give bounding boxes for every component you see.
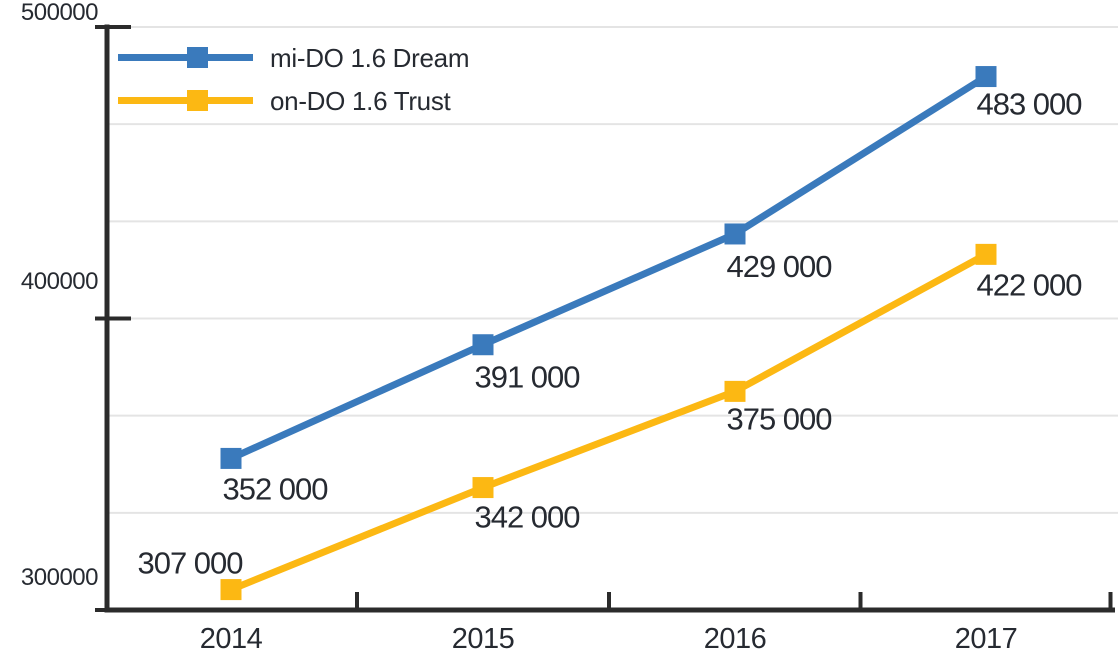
legend-item-on-do: on-DO 1.6 Trust: [118, 79, 469, 122]
legend-square-marker-icon: [187, 47, 208, 68]
x-axis-label: 2014: [199, 623, 263, 655]
y-axis-label: 400000: [20, 268, 99, 295]
legend-square-marker-icon: [187, 90, 208, 111]
data-point-marker: [975, 66, 997, 88]
data-point-marker: [472, 334, 494, 356]
data-point-label: 483 000: [976, 87, 1082, 122]
y-axis-label: 300000: [20, 564, 99, 591]
data-point-marker: [724, 223, 746, 245]
data-point-marker: [220, 447, 242, 469]
data-point-label: 391 000: [474, 360, 580, 395]
x-axis-label: 2015: [451, 623, 515, 655]
legend-line-marker-icon: [118, 47, 253, 68]
legend-label: on-DO 1.6 Trust: [270, 85, 451, 116]
data-point-marker: [220, 579, 242, 601]
legend-line: [118, 54, 253, 61]
data-point-label: 352 000: [222, 471, 328, 506]
legend-label: mi-DO 1.6 Dream: [270, 42, 470, 73]
legend-line: [118, 97, 253, 104]
legend: mi-DO 1.6 Dream on-DO 1.6 Trust: [118, 36, 470, 122]
series-line-on-do: [229, 251, 988, 593]
data-point-label: 429 000: [726, 249, 832, 284]
data-point-marker: [724, 380, 746, 402]
data-point-label: 307 000: [137, 546, 243, 581]
data-point-marker: [975, 243, 997, 265]
data-point-label: 342 000: [474, 500, 580, 535]
x-axis-label: 2016: [703, 623, 767, 655]
series-line-mi-do: [229, 73, 988, 462]
data-point-marker: [472, 477, 494, 499]
x-axis-label: 2017: [954, 623, 1018, 655]
legend-item-mi-do: mi-DO 1.6 Dream: [118, 36, 470, 79]
legend-line-marker-icon: [118, 90, 253, 111]
y-axis-label: 500000: [20, 0, 99, 26]
data-point-label: 375 000: [726, 401, 832, 436]
data-point-label: 422 000: [976, 267, 1082, 302]
